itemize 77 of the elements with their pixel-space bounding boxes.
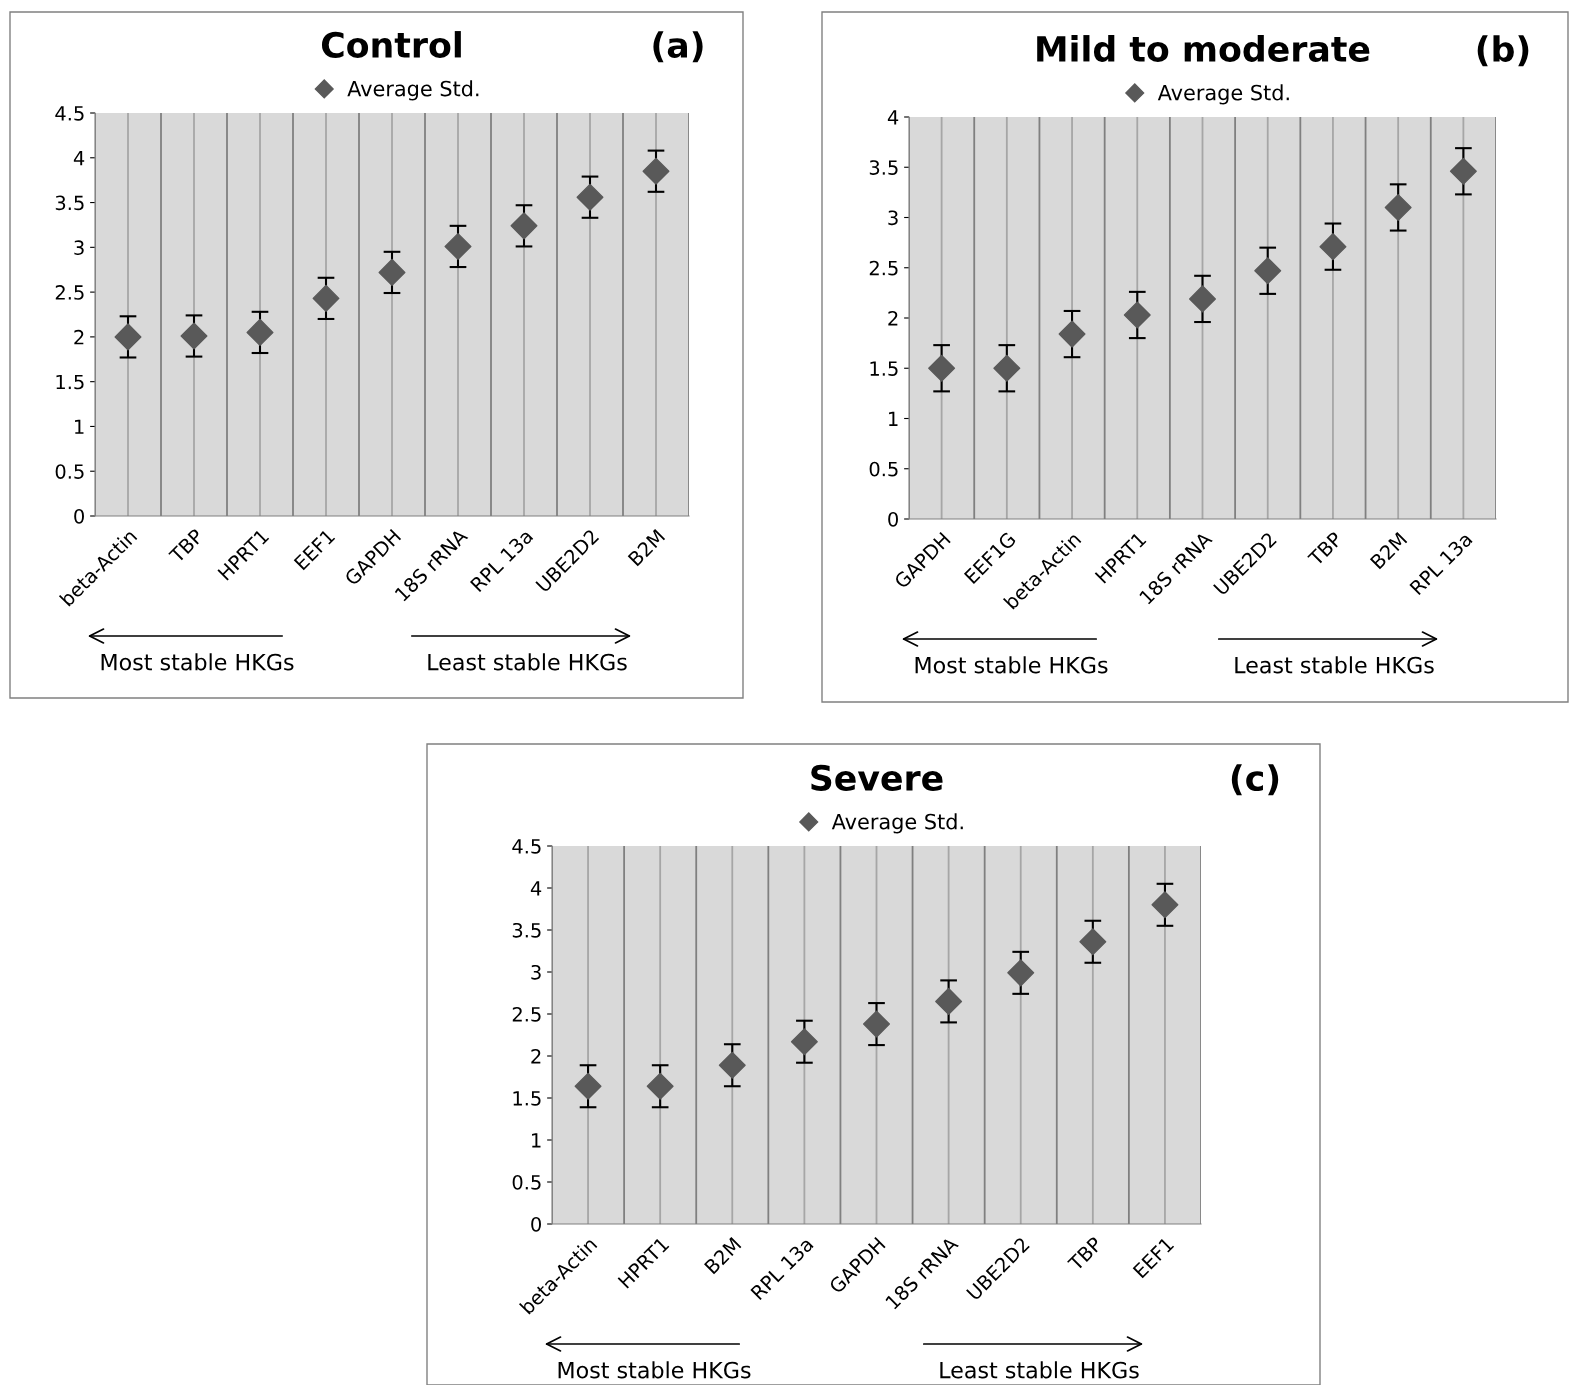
x-tick-label: RPL 13a xyxy=(1409,531,1473,596)
point xyxy=(576,183,604,211)
y-tick-label: 3 xyxy=(888,210,898,226)
y-tick-label: 2.5 xyxy=(512,1006,541,1022)
y-tick-label: 0.5 xyxy=(512,1174,541,1190)
text: Most stable HKGs xyxy=(915,656,1108,674)
point xyxy=(928,354,956,382)
y-tick-label: 4.5 xyxy=(512,839,541,854)
point xyxy=(1123,301,1151,329)
x-tick-label: RPL 13a xyxy=(750,1236,814,1301)
y-tick-label: 3 xyxy=(74,240,84,255)
text: (a) xyxy=(653,31,703,63)
y-tick-label: 1.5 xyxy=(56,374,84,390)
y-tick-label: 1.5 xyxy=(513,1091,541,1106)
y-tick-label: 3.5 xyxy=(512,922,541,938)
x-tick-label: TBP xyxy=(1067,1236,1103,1272)
y-tick-label: 2.5 xyxy=(55,285,84,300)
y-tick-label: 4 xyxy=(530,881,542,896)
point xyxy=(1058,320,1086,348)
y-tick-label: 4 xyxy=(887,110,899,125)
y-tick-label: 2 xyxy=(531,1048,541,1064)
y-tick-label: 2 xyxy=(74,329,84,345)
point xyxy=(1254,257,1282,285)
legend-label: Average Std. xyxy=(831,813,963,834)
point xyxy=(510,212,538,240)
point xyxy=(312,284,340,312)
chart-title: Severe xyxy=(811,764,943,791)
y-tick-label: 1 xyxy=(532,1133,541,1148)
point xyxy=(935,987,963,1015)
text: (b) xyxy=(1477,35,1529,67)
y-tick-label: 2.5 xyxy=(869,260,898,276)
text: Most stable HKGs xyxy=(101,653,294,671)
y-tick-label: 3.5 xyxy=(869,160,898,175)
point xyxy=(1384,193,1412,221)
legend-label: Average Std. xyxy=(1157,84,1289,105)
point xyxy=(114,323,142,351)
chart-title: Control xyxy=(321,31,461,58)
y-tick-label: 4 xyxy=(73,150,85,166)
y-tick-label: 2 xyxy=(888,310,898,326)
y-tick-label: 0.5 xyxy=(869,461,898,477)
point xyxy=(1319,233,1347,261)
chart-title: Mild to moderate xyxy=(1037,35,1370,62)
text: Least stable HKGs xyxy=(940,1361,1139,1379)
y-tick-label: 4.5 xyxy=(55,106,84,121)
point xyxy=(863,1010,890,1038)
y-tick-label: 0.5 xyxy=(55,464,84,479)
y-tick-label: 0 xyxy=(531,1216,541,1232)
y-tick-label: 1 xyxy=(75,419,84,434)
point xyxy=(246,318,274,346)
text: Least stable HKGs xyxy=(1235,656,1434,674)
point xyxy=(1189,285,1216,313)
point xyxy=(993,354,1021,382)
y-tick-label: 1.5 xyxy=(870,361,898,376)
point xyxy=(1449,157,1477,185)
y-tick-label: 0 xyxy=(74,508,84,524)
x-tick-label: RPL 13a xyxy=(469,528,534,593)
legend-label: Average Std. xyxy=(347,80,479,101)
point xyxy=(718,1051,746,1079)
text: Most stable HKGs xyxy=(558,1361,751,1379)
x-tick-label: TBP xyxy=(168,528,204,564)
text: (c) xyxy=(1231,764,1279,796)
point xyxy=(180,322,208,350)
point xyxy=(444,232,472,260)
y-tick-label: 3 xyxy=(531,964,541,980)
y-tick-label: 3.5 xyxy=(55,195,84,211)
point xyxy=(642,157,670,185)
y-tick-label: 0 xyxy=(888,511,898,527)
point xyxy=(378,258,406,286)
x-tick-label: TBP xyxy=(1307,531,1343,567)
point xyxy=(1151,891,1179,919)
y-tick-label: 1 xyxy=(889,411,898,426)
point xyxy=(790,1028,818,1056)
point xyxy=(1079,928,1107,956)
point xyxy=(646,1072,674,1100)
point xyxy=(1007,959,1035,987)
text: Least stable HKGs xyxy=(428,653,627,671)
point xyxy=(574,1072,602,1100)
